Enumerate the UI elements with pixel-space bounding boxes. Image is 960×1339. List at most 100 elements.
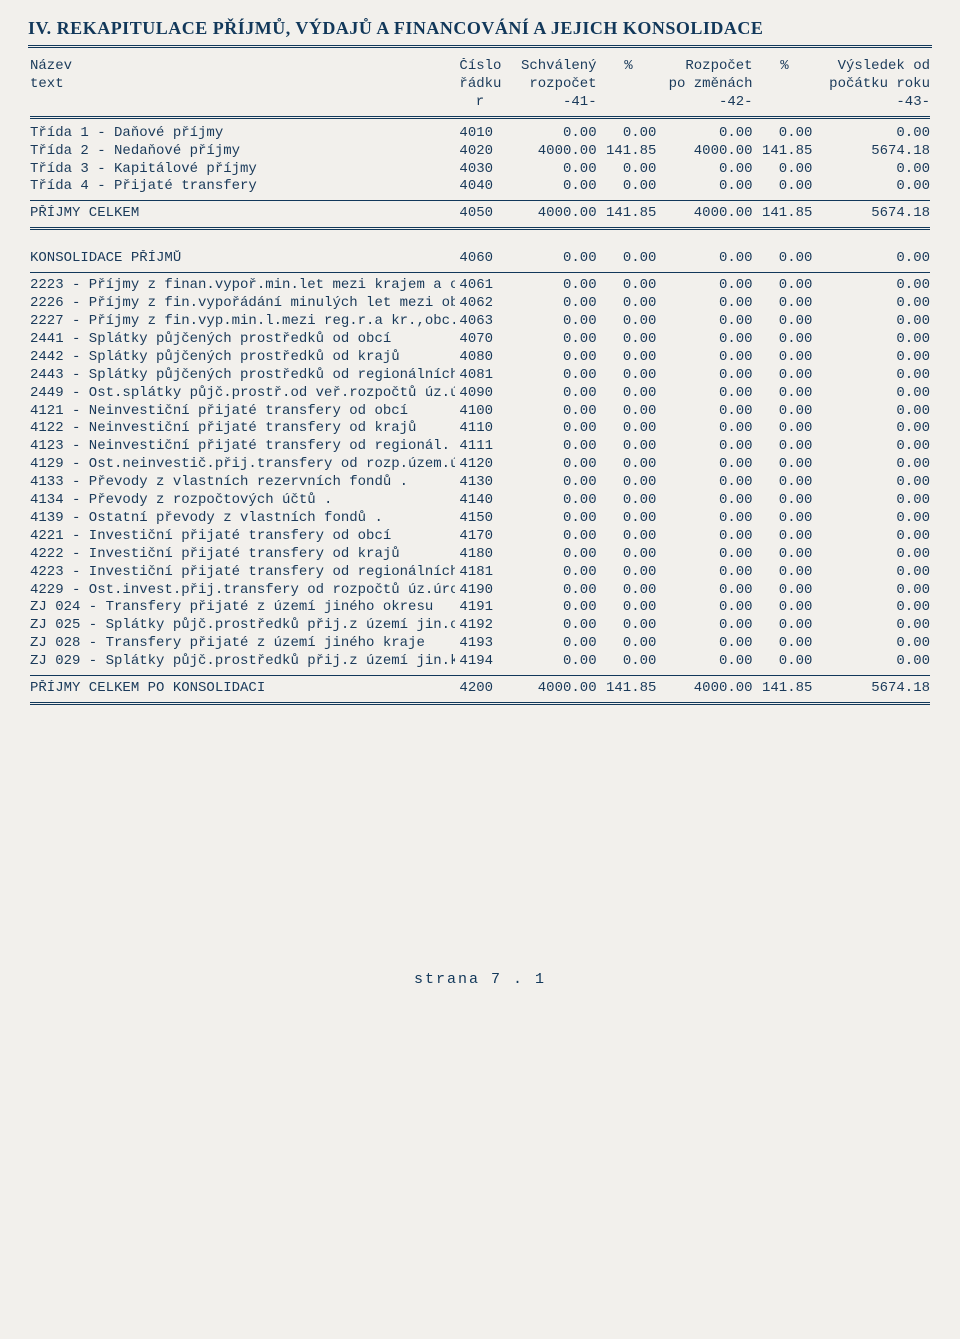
- cell-pb: 0.00: [755, 510, 815, 528]
- cell-name: 4229 - Ost.invest.přij.transfery od rozp…: [28, 582, 455, 600]
- table-row: 2442 - Splátky půjčených prostředků od k…: [28, 349, 932, 367]
- cell-r: 4200: [455, 680, 502, 698]
- hdr-r-l2: řádku: [459, 76, 500, 94]
- cell-name: 4133 - Převody z vlastních rezervních fo…: [28, 474, 455, 492]
- cell-pb: 0.00: [755, 161, 815, 179]
- cell-c: 0.00: [814, 295, 932, 313]
- cell-r: 4063: [455, 313, 502, 331]
- cell-r: 4081: [455, 367, 502, 385]
- cell-c: 0.00: [814, 635, 932, 653]
- rule-sum2-top: [30, 675, 930, 676]
- hdr-c42-l3: -42-: [660, 94, 752, 112]
- hdr-c43-l1: Výsledek od: [816, 58, 930, 76]
- cell-name: 2441 - Splátky půjčených prostředků od o…: [28, 331, 455, 349]
- cell-c: 0.00: [814, 564, 932, 582]
- cell-r: 4030: [455, 161, 502, 179]
- cell-pb: 0.00: [755, 277, 815, 295]
- cell-a: 0.00: [502, 125, 598, 143]
- cell-pa: 0.00: [599, 582, 659, 600]
- cell-pa: 0.00: [599, 420, 659, 438]
- hdr-c42-l2: po změnách: [660, 76, 752, 94]
- cell-r: 4180: [455, 546, 502, 564]
- cell-pa: 0.00: [599, 653, 659, 671]
- cell-b: 0.00: [658, 582, 754, 600]
- cell-name: 4129 - Ost.neinvestič.přij.transfery od …: [28, 456, 455, 474]
- table-header: Název text Číslo řádku r Schválený rozpo…: [28, 58, 932, 112]
- cell-pa: 0.00: [599, 564, 659, 582]
- cell-pb: 0.00: [755, 349, 815, 367]
- table-row: 4221 - Investiční přijaté transfery od o…: [28, 528, 932, 546]
- cell-c: 0.00: [814, 653, 932, 671]
- cell-c: 0.00: [814, 250, 932, 268]
- cell-b: 0.00: [658, 474, 754, 492]
- cell-name: 4122 - Neinvestiční přijaté transfery od…: [28, 420, 455, 438]
- cell-name: 4123 - Neinvestiční přijaté transfery od…: [28, 438, 455, 456]
- rule-sum2-bot: [30, 702, 930, 705]
- hdr-c43-l3: -43-: [816, 94, 930, 112]
- cell-pa: 141.85: [599, 205, 659, 223]
- cell-b: 0.00: [658, 564, 754, 582]
- cell-a: 0.00: [502, 385, 598, 403]
- cell-name: Třída 1 - Daňové příjmy: [28, 125, 455, 143]
- table-row: 4129 - Ost.neinvestič.přij.transfery od …: [28, 456, 932, 474]
- table-row: ZJ 029 - Splátky půjč.prostředků přij.z …: [28, 653, 932, 671]
- cell-pb: 141.85: [755, 143, 815, 161]
- hdr-c42-l1: Rozpočet: [660, 58, 752, 76]
- cell-a: 0.00: [502, 403, 598, 421]
- cell-a: 0.00: [502, 420, 598, 438]
- table-row: 2223 - Příjmy z finan.vypoř.min.let mezi…: [28, 277, 932, 295]
- cell-r: 4130: [455, 474, 502, 492]
- cell-pa: 0.00: [599, 277, 659, 295]
- cell-c: 5674.18: [814, 205, 932, 223]
- cell-r: 4192: [455, 617, 502, 635]
- cell-b: 0.00: [658, 617, 754, 635]
- cell-r: 4150: [455, 510, 502, 528]
- cell-a: 0.00: [502, 617, 598, 635]
- cell-r: 4170: [455, 528, 502, 546]
- cell-pa: 0.00: [599, 178, 659, 196]
- table-row: ZJ 028 - Transfery přijaté z území jinéh…: [28, 635, 932, 653]
- cell-b: 0.00: [658, 367, 754, 385]
- cell-pb: 0.00: [755, 564, 815, 582]
- cell-r: 4010: [455, 125, 502, 143]
- cell-c: 0.00: [814, 349, 932, 367]
- cell-a: 0.00: [502, 546, 598, 564]
- cell-a: 0.00: [502, 277, 598, 295]
- cell-pb: 0.00: [755, 492, 815, 510]
- cell-a: 0.00: [502, 331, 598, 349]
- cell-pb: 0.00: [755, 250, 815, 268]
- cell-a: 0.00: [502, 367, 598, 385]
- hdr-r-l3: r: [459, 94, 500, 112]
- cell-pb: 0.00: [755, 313, 815, 331]
- table-row: 2226 - Příjmy z fin.vypořádání minulých …: [28, 295, 932, 313]
- cell-name: PŘÍJMY CELKEM PO KONSOLIDACI: [28, 680, 455, 698]
- cell-c: 0.00: [814, 403, 932, 421]
- cell-c: 0.00: [814, 510, 932, 528]
- cell-pa: 141.85: [599, 680, 659, 698]
- hdr-c41-l1: Schválený: [504, 58, 596, 76]
- cell-a: 0.00: [502, 510, 598, 528]
- cell-pa: 0.00: [599, 250, 659, 268]
- cell-c: 0.00: [814, 125, 932, 143]
- cell-c: 5674.18: [814, 143, 932, 161]
- table-row: Třída 2 - Nedaňové příjmy40204000.00141.…: [28, 143, 932, 161]
- hdr-c41-l2: rozpočet: [504, 76, 596, 94]
- cell-pa: 0.00: [599, 492, 659, 510]
- cell-b: 0.00: [658, 125, 754, 143]
- cell-r: 4062: [455, 295, 502, 313]
- cell-c: 0.00: [814, 456, 932, 474]
- hdr-c41-l3: -41-: [504, 94, 596, 112]
- cell-a: 0.00: [502, 178, 598, 196]
- cell-pa: 0.00: [599, 125, 659, 143]
- cell-b: 0.00: [658, 250, 754, 268]
- cell-pa: 0.00: [599, 528, 659, 546]
- cell-pb: 0.00: [755, 331, 815, 349]
- cell-r: 4061: [455, 277, 502, 295]
- cell-c: 0.00: [814, 367, 932, 385]
- cell-pa: 0.00: [599, 510, 659, 528]
- cell-c: 0.00: [814, 385, 932, 403]
- cell-r: 4090: [455, 385, 502, 403]
- table-row: ZJ 024 - Transfery přijaté z území jinéh…: [28, 599, 932, 617]
- cell-b: 0.00: [658, 295, 754, 313]
- cell-b: 0.00: [658, 161, 754, 179]
